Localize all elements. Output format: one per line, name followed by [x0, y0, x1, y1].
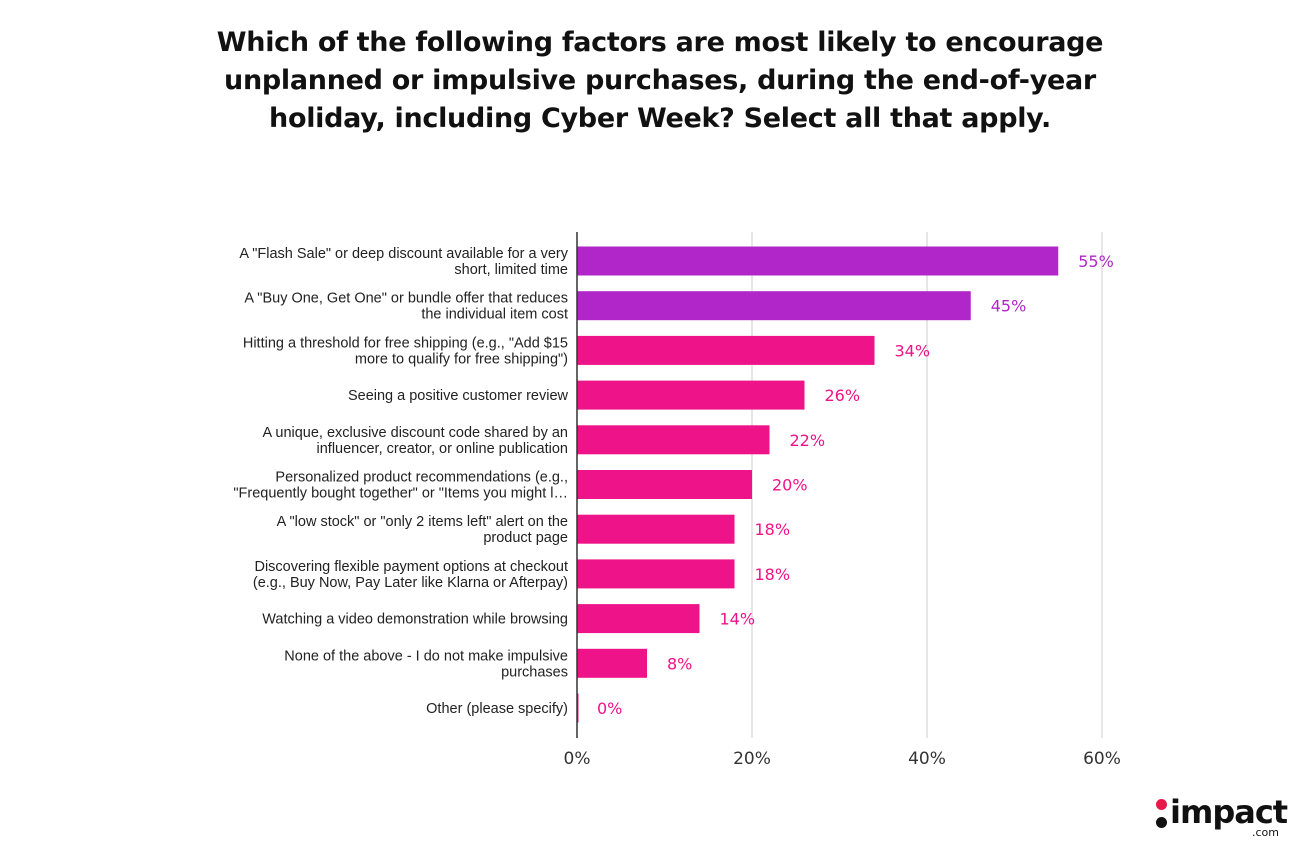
value-label: 55% — [1078, 252, 1114, 271]
value-label: 22% — [790, 431, 826, 450]
value-label: 8% — [667, 654, 692, 673]
x-tick-label: 40% — [908, 749, 946, 769]
category-label: Watching a video demonstration while bro… — [262, 612, 568, 628]
category-label: None of the above - I do not make impuls… — [284, 648, 568, 680]
value-label: 0% — [597, 699, 622, 718]
bar-chart: A "Flash Sale" or deep discount availabl… — [233, 232, 1121, 769]
category-label: Other (please specify) — [426, 701, 568, 717]
bar — [577, 514, 735, 544]
value-label: 18% — [755, 565, 791, 584]
category-label: Seeing a positive customer review — [348, 388, 569, 404]
value-label: 20% — [772, 476, 808, 495]
category-label: A "Flash Sale" or deep discount availabl… — [239, 246, 568, 278]
bar — [577, 291, 971, 321]
impact-logo: impact .com — [1150, 793, 1290, 844]
bar — [577, 335, 875, 365]
logo-wordmark: impact — [1170, 793, 1288, 831]
bar — [577, 604, 700, 634]
category-label: A unique, exclusive discount code shared… — [262, 425, 568, 457]
bars — [577, 246, 1059, 723]
value-label: 14% — [720, 610, 756, 629]
value-label: 18% — [755, 520, 791, 539]
category-label: A "Buy One, Get One" or bundle offer tha… — [244, 291, 568, 323]
bar — [577, 425, 770, 455]
category-label: Personalized product recommendations (e.… — [233, 470, 568, 502]
x-tick-labels: 0% 20% 40% 60% — [564, 749, 1121, 769]
logo-dots-icon — [1156, 798, 1168, 834]
category-label: Discovering flexible payment options at … — [253, 559, 568, 591]
value-labels: 55% 45% 34% 26% 22% 20% 18% 18% 14% 8% 0% — [597, 252, 1114, 718]
bar — [577, 648, 647, 678]
category-label: Hitting a threshold for free shipping (e… — [243, 335, 568, 367]
chart-title: Which of the following factors are most … — [216, 27, 1104, 134]
bar — [577, 559, 735, 589]
bar — [577, 470, 752, 499]
bar — [577, 380, 805, 410]
category-label: A "low stock" or "only 2 items left" ale… — [277, 514, 568, 546]
bar — [577, 246, 1059, 276]
x-tick-label: 0% — [564, 749, 591, 769]
value-label: 34% — [895, 341, 931, 360]
category-labels: A "Flash Sale" or deep discount availabl… — [233, 246, 568, 717]
x-tick-label: 20% — [733, 749, 771, 769]
value-label: 45% — [991, 297, 1027, 316]
x-tick-label: 60% — [1083, 749, 1121, 769]
logo-tld: .com — [1252, 826, 1279, 839]
value-label: 26% — [825, 386, 861, 405]
